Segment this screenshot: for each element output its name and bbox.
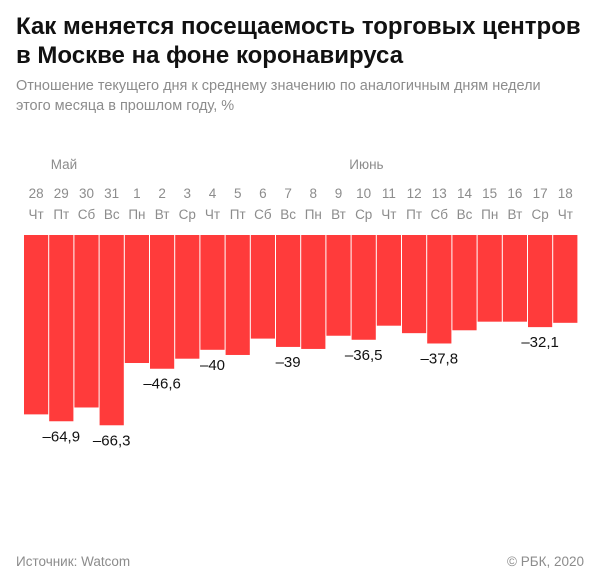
weekday-tick-label: Пн	[481, 207, 498, 222]
day-tick-label: 7	[284, 186, 292, 201]
weekday-tick-label: Пт	[230, 207, 246, 222]
copyright-note: © РБК, 2020	[507, 554, 584, 569]
bar	[200, 235, 225, 350]
bar	[49, 235, 74, 422]
weekday-tick-label: Вс	[280, 207, 296, 222]
chart-subtitle: Отношение текущего дня к среднему значен…	[16, 78, 541, 114]
data-label: –66,3	[93, 432, 131, 449]
day-tick-label: 17	[533, 186, 548, 201]
bar	[175, 235, 200, 359]
day-tick-label: 8	[310, 186, 318, 201]
data-label: –37,8	[421, 350, 459, 367]
bar	[74, 235, 99, 408]
data-label: –40	[200, 357, 225, 374]
bar	[326, 235, 351, 336]
day-tick-label: 29	[54, 186, 69, 201]
weekday-tick-label: Сб	[254, 207, 272, 222]
month-label: Май	[51, 157, 77, 172]
bar	[553, 235, 578, 323]
day-tick-label: 14	[457, 186, 473, 201]
weekday-tick-label: Вс	[104, 207, 120, 222]
month-label: Июнь	[349, 157, 383, 172]
weekday-tick-label: Чт	[381, 207, 396, 222]
day-tick-label: 3	[184, 186, 192, 201]
weekday-tick-label: Вт	[508, 207, 523, 222]
day-tick-label: 6	[259, 186, 267, 201]
bar	[250, 235, 275, 339]
bar	[225, 235, 250, 355]
day-tick-label: 9	[335, 186, 343, 201]
weekday-tick-label: Пт	[53, 207, 69, 222]
weekday-tick-label: Сб	[431, 207, 449, 222]
bar	[427, 235, 452, 344]
bar	[477, 235, 502, 322]
data-label: –36,5	[345, 347, 383, 364]
weekday-tick-label: Ср	[531, 207, 548, 222]
day-tick-label: 13	[432, 186, 447, 201]
weekday-tick-label: Вс	[457, 207, 473, 222]
day-tick-label: 5	[234, 186, 242, 201]
bar	[150, 235, 175, 369]
day-tick-label: 18	[558, 186, 573, 201]
data-label: –32,1	[521, 334, 559, 351]
bar	[24, 235, 49, 415]
weekday-tick-label: Ср	[179, 207, 196, 222]
day-tick-label: 4	[209, 186, 217, 201]
weekday-tick-label: Пн	[128, 207, 145, 222]
weekday-tick-label: Чт	[205, 207, 220, 222]
weekday-tick-label: Чт	[558, 207, 573, 222]
data-label: –64,9	[43, 428, 81, 445]
day-tick-label: 28	[29, 186, 44, 201]
weekday-tick-label: Вт	[155, 207, 170, 222]
day-tick-label: 16	[507, 186, 522, 201]
bar	[528, 235, 553, 328]
bar	[376, 235, 401, 326]
weekday-tick-label: Пт	[406, 207, 422, 222]
weekday-tick-label: Сб	[78, 207, 96, 222]
day-tick-label: 1	[133, 186, 141, 201]
weekday-tick-label: Чт	[29, 207, 44, 222]
day-tick-label: 10	[356, 186, 371, 201]
day-tick-label: 12	[407, 186, 422, 201]
day-tick-label: 15	[482, 186, 497, 201]
bar	[124, 235, 149, 364]
weekday-tick-label: Пн	[305, 207, 322, 222]
chart-title: Как меняется посещаемость торговых центр…	[16, 13, 581, 69]
source-note: Источник: Watcom	[16, 554, 131, 569]
weekday-tick-label: Вт	[331, 207, 346, 222]
day-tick-label: 2	[158, 186, 166, 201]
day-tick-label: 30	[79, 186, 94, 201]
bar	[99, 235, 124, 426]
data-label: –39	[276, 354, 301, 371]
bar	[402, 235, 427, 334]
bar	[276, 235, 301, 347]
bar-chart: Май Июнь 28 Чт 29 Пт 30 Сб 31 Вс 1 Пн 2 Вт 3 Ср 4 Чт 5 Пт 6 С…	[24, 157, 578, 449]
data-label: –46,6	[143, 376, 181, 393]
weekday-tick-label: Ср	[355, 207, 372, 222]
day-tick-label: 11	[382, 186, 396, 201]
bar	[351, 235, 376, 340]
day-tick-label: 31	[104, 186, 119, 201]
bar	[301, 235, 326, 349]
bar	[452, 235, 477, 331]
bar	[502, 235, 527, 322]
